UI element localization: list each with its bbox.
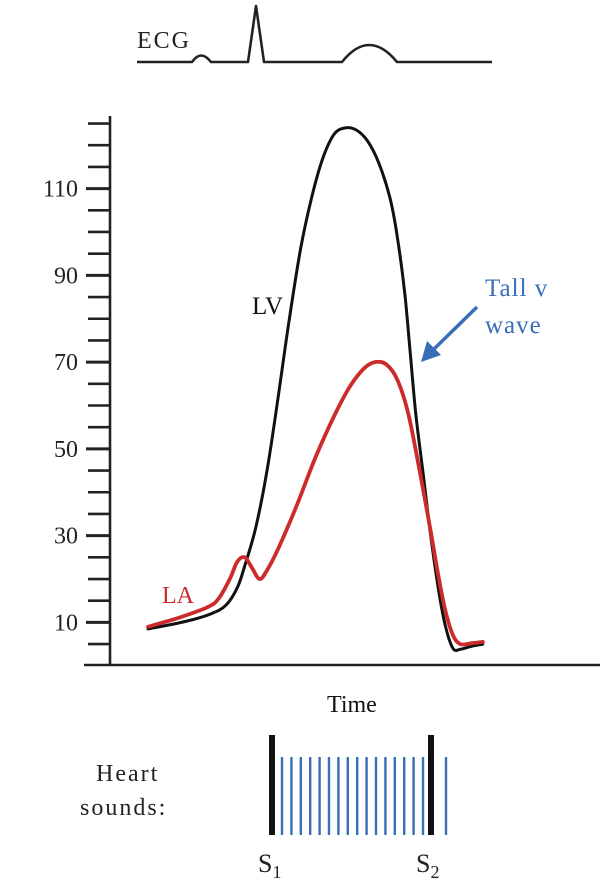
y-tick-label: 70 <box>54 350 78 376</box>
s1-label-sub: 1 <box>272 862 281 881</box>
systolic-murmur <box>280 757 448 835</box>
s1-label: S1 <box>258 849 281 881</box>
tall-v-wave-annotation: Tall v wave <box>421 275 548 362</box>
y-tick-labels: 10 30 50 70 90 110 <box>43 177 78 637</box>
heart-sounds: Heart sounds: S1 S2 <box>80 735 448 881</box>
s2-label-base: S <box>416 849 430 878</box>
s2-label-sub: 2 <box>430 862 439 881</box>
lv-series-label: LV <box>252 293 283 320</box>
annotation-line-1: Tall v <box>485 275 548 302</box>
annotation-arrow-head <box>421 341 441 362</box>
ecg-trace: ECG <box>137 4 492 64</box>
series-group <box>146 126 485 652</box>
axes <box>84 116 600 667</box>
s1-label-base: S <box>258 849 272 878</box>
y-tick-label: 50 <box>54 437 78 463</box>
s2-label: S2 <box>416 849 439 881</box>
heart-sounds-label-line-1: Heart <box>96 761 159 787</box>
ecg-label: ECG <box>137 28 191 54</box>
series-line-la <box>146 359 485 647</box>
y-tick-label: 30 <box>54 524 78 550</box>
heart-sounds-label-line-2: sounds: <box>80 795 167 821</box>
x-axis-label: Time <box>327 692 377 718</box>
y-tick-label: 90 <box>54 263 78 289</box>
annotation-arrow-shaft <box>432 305 479 351</box>
y-ticks <box>86 122 110 646</box>
y-tick-label: 110 <box>43 177 78 203</box>
ecg-waveform <box>137 4 492 64</box>
la-series-label: LA <box>162 583 195 609</box>
series-line-lv <box>146 126 485 652</box>
annotation-line-2: wave <box>485 312 542 339</box>
y-tick-label: 10 <box>54 610 78 636</box>
